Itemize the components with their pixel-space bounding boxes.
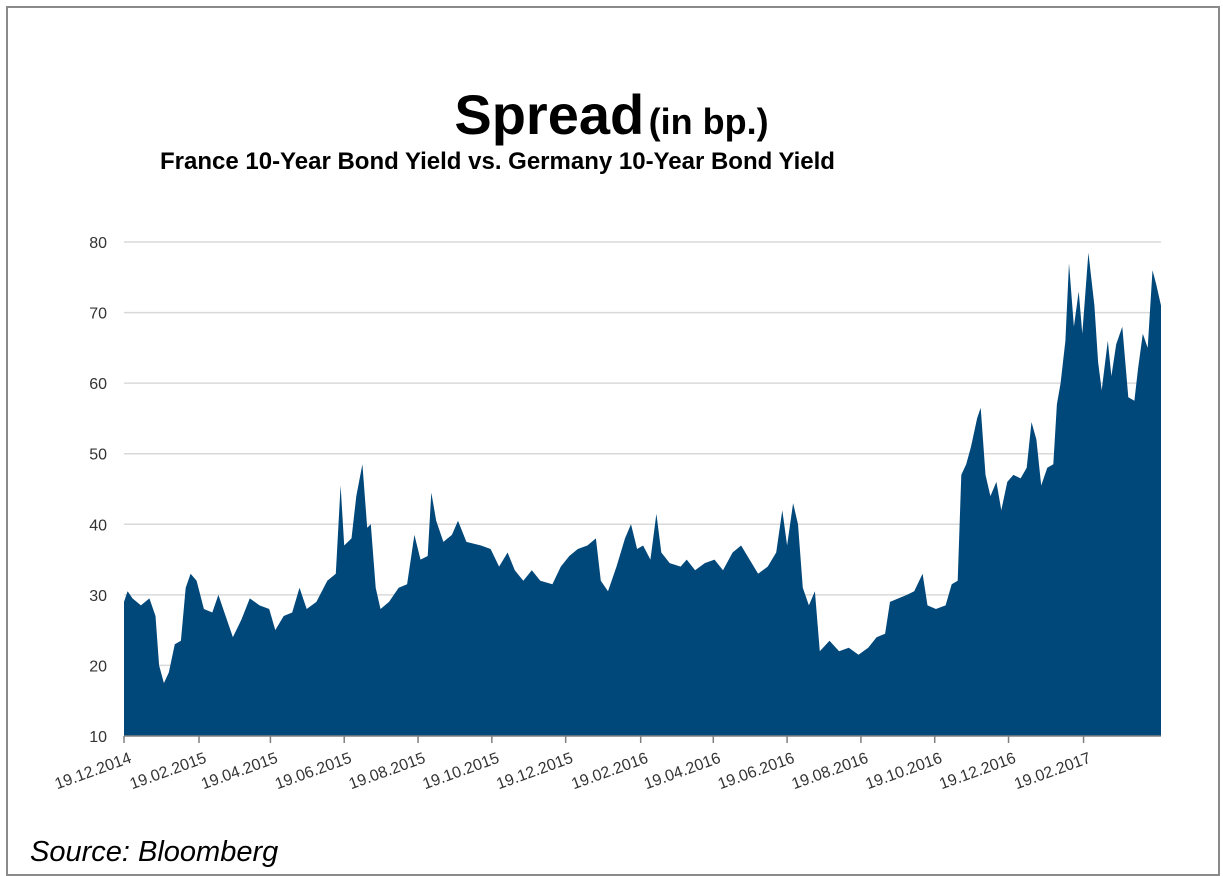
x-tick-label: 19.02.2017 xyxy=(1012,750,1093,793)
x-tick-label: 19.02.2016 xyxy=(569,750,650,793)
x-tick-label: 19.12.2016 xyxy=(937,750,1018,793)
chart-title: Spread (in bp.) xyxy=(0,82,1223,147)
y-tick-label: 20 xyxy=(89,658,107,675)
y-tick-label: 60 xyxy=(89,376,107,393)
x-tick-label: 19.10.2016 xyxy=(863,750,944,793)
x-tick-label: 19.04.2015 xyxy=(199,750,280,793)
spread-area xyxy=(124,252,1161,736)
y-tick-label: 10 xyxy=(89,729,107,746)
y-tick-label: 40 xyxy=(89,517,107,534)
y-axis-ticks: 10 20 30 40 50 60 70 80 xyxy=(89,235,107,746)
chart-title-main: Spread xyxy=(454,83,645,146)
y-tick-label: 70 xyxy=(89,306,107,323)
chart-subtitle: France 10-Year Bond Yield vs. Germany 10… xyxy=(160,148,835,175)
x-tick-label: 19.12.2014 xyxy=(53,750,134,793)
x-tick-label: 19.02.2015 xyxy=(128,750,209,793)
source-note: Source: Bloomberg xyxy=(30,836,279,868)
x-tick-label: 19.12.2015 xyxy=(494,750,575,793)
x-tick-label: 19.08.2016 xyxy=(790,750,871,793)
x-tick-label: 19.06.2016 xyxy=(716,750,797,793)
x-axis-ticks: 19.12.201419.02.201519.04.201519.06.2015… xyxy=(53,736,1093,793)
x-tick-label: 19.06.2015 xyxy=(273,750,354,793)
x-tick-label: 19.04.2016 xyxy=(642,750,723,793)
x-tick-label: 19.10.2015 xyxy=(421,750,502,793)
y-tick-label: 50 xyxy=(89,447,107,464)
x-tick-label: 19.08.2015 xyxy=(347,750,428,793)
y-tick-label: 30 xyxy=(89,588,107,605)
y-tick-label: 80 xyxy=(89,235,107,252)
chart-title-unit: (in bp.) xyxy=(648,101,769,142)
